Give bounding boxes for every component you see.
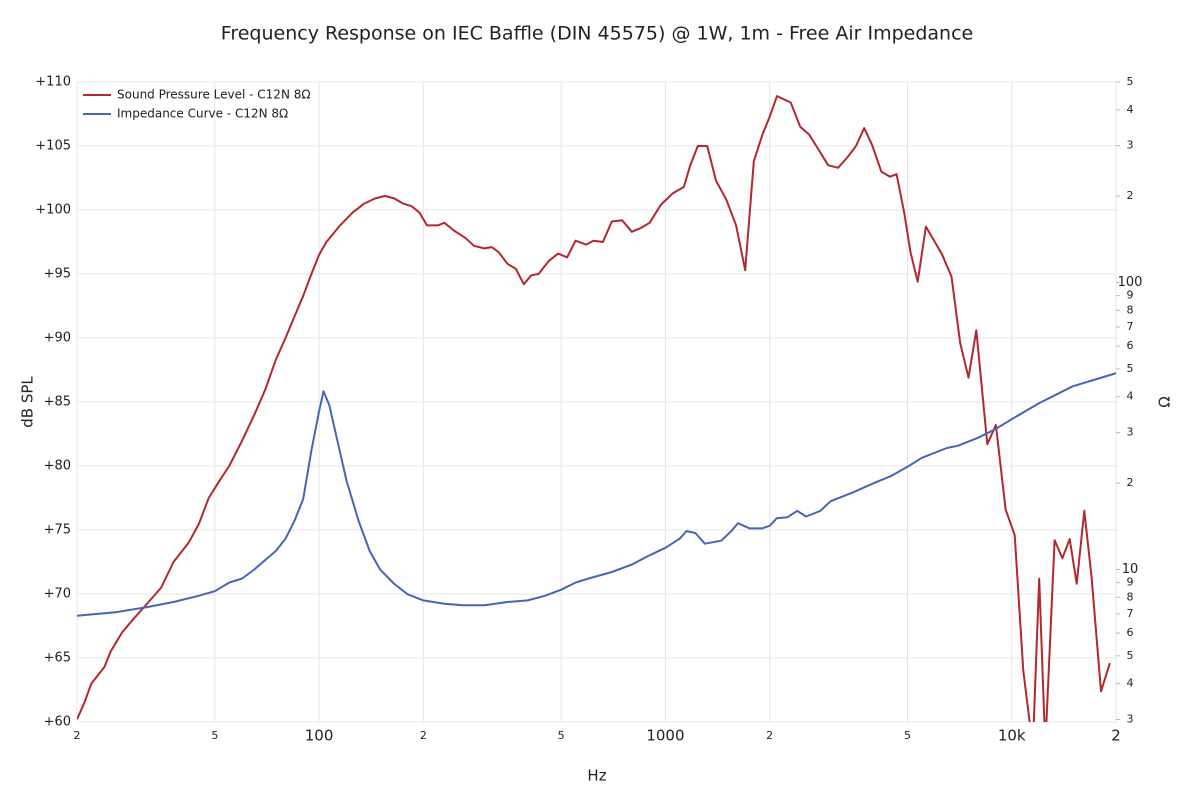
- y2-tick-label: 7: [1127, 320, 1134, 333]
- y2-tick-label: 100: [1118, 275, 1143, 290]
- y-tick-label: +65: [44, 651, 71, 666]
- y2-tick-label: 5: [1127, 362, 1134, 375]
- y2-tick-label: 8: [1127, 303, 1134, 316]
- y-tick-label: +80: [44, 459, 71, 474]
- y-tick-label: +90: [44, 331, 71, 346]
- y2-tick-label: 9: [1127, 289, 1134, 302]
- y2-tick-label: 5: [1127, 75, 1134, 88]
- y2-tick-label: 4: [1127, 390, 1134, 403]
- x-tick-label: 2: [766, 729, 773, 742]
- y2-tick-label: 8: [1127, 590, 1134, 603]
- y-tick-label: +60: [44, 715, 71, 730]
- x-tick-label: 5: [558, 729, 565, 742]
- x-axis-label: Hz: [587, 767, 606, 785]
- y2-tick-label: 9: [1127, 576, 1134, 589]
- series-line: [77, 372, 1116, 617]
- legend-label: Sound Pressure Level - C12N 8Ω: [117, 88, 311, 102]
- y-tick-label: +110: [35, 75, 71, 90]
- y-tick-label: +85: [44, 395, 71, 410]
- y2-tick-label: 3: [1127, 139, 1134, 152]
- plot-area: [77, 95, 1116, 722]
- x-tick-label: 10k: [998, 727, 1026, 745]
- y2-tick-label: 3: [1127, 712, 1134, 725]
- x-tick-label: 100: [305, 727, 334, 745]
- y2-tick-label: 2: [1127, 189, 1134, 202]
- chart-title: Frequency Response on IEC Baffle (DIN 45…: [221, 23, 973, 45]
- y2-tick-label: 10: [1122, 562, 1139, 577]
- y2-tick-label: 6: [1127, 626, 1134, 639]
- x-tick-label: 5: [904, 729, 911, 742]
- y2-tick-label: 2: [1127, 476, 1134, 489]
- y-tick-label: +100: [35, 203, 71, 218]
- legend-label: Impedance Curve - C12N 8Ω: [117, 107, 288, 121]
- y-tick-label: +105: [35, 139, 71, 154]
- y-tick-label: +95: [44, 267, 71, 282]
- x-tick-label: 2: [1111, 727, 1121, 745]
- y2-tick-label: 4: [1127, 677, 1134, 690]
- x-tick-label: 1000: [646, 727, 684, 745]
- x-tick-label: 2: [74, 729, 81, 742]
- y-axis-label: dB SPL: [19, 376, 37, 428]
- y2-tick-label: 5: [1127, 649, 1134, 662]
- y-tick-label: +70: [44, 587, 71, 602]
- y2-tick-label: 3: [1127, 426, 1134, 439]
- x-tick-label: 5: [211, 729, 218, 742]
- y2-tick-label: 4: [1127, 103, 1134, 116]
- y2-tick-label: 6: [1127, 339, 1134, 352]
- y2-tick-label: 7: [1127, 607, 1134, 620]
- x-tick-label: 2: [420, 729, 427, 742]
- y2-axis-label: Ω: [1156, 396, 1174, 407]
- y-tick-label: +75: [44, 523, 71, 538]
- series-line: [77, 95, 1111, 722]
